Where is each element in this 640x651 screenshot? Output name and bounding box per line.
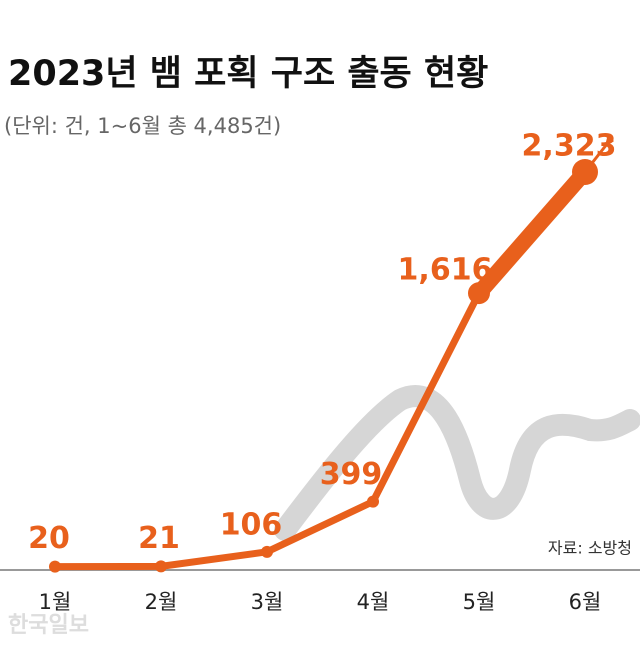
chart-title: 2023년 뱀 포획 구조 출동 현황 (8, 54, 488, 94)
snake-body (471, 164, 593, 302)
x-tick-label: 4월 (357, 590, 390, 614)
point (49, 560, 61, 573)
point (155, 560, 167, 573)
value-label: 399 (320, 457, 383, 492)
snake-decoration (274, 385, 640, 541)
x-tick-label: 5월 (463, 590, 496, 614)
point (261, 545, 273, 558)
chart-subtitle: (단위: 건, 1~6월 총 4,485건) (4, 114, 281, 138)
x-tick-label: 2월 (145, 590, 178, 614)
value-label: 21 (138, 521, 180, 556)
value-label: 20 (28, 521, 70, 556)
source: 자료: 소방청 (548, 539, 632, 558)
x-tick-label: 1월 (39, 590, 72, 614)
x-tick-label: 3월 (251, 590, 284, 614)
value-label: 2,323 (522, 129, 617, 164)
value-label: 1,616 (398, 253, 493, 288)
x-tick-label: 6월 (569, 590, 602, 614)
point (367, 495, 379, 508)
value-label: 106 (220, 507, 283, 542)
watermark: 한국일보 (8, 613, 89, 638)
point (468, 282, 490, 305)
point (572, 159, 598, 185)
